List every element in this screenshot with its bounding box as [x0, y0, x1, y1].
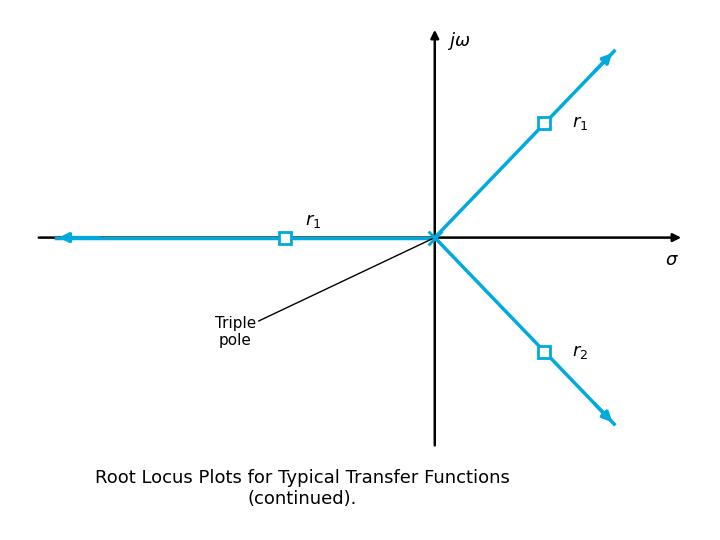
Text: Root Locus Plots for Typical Transfer Functions
(continued).: Root Locus Plots for Typical Transfer Fu…	[95, 469, 510, 508]
Text: $r_{1}$: $r_{1}$	[305, 212, 321, 230]
Text: $r_{1}$: $r_{1}$	[572, 114, 589, 132]
Text: $j\omega$: $j\omega$	[446, 30, 470, 52]
Text: $r_{2}$: $r_{2}$	[572, 343, 588, 361]
Text: $\sigma$: $\sigma$	[665, 251, 679, 269]
Text: Triple
pole: Triple pole	[215, 239, 432, 348]
